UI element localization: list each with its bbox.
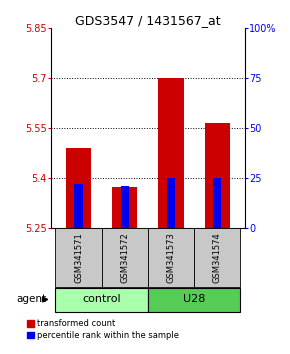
Bar (158, 78, 184, 228)
Bar (167, 178, 175, 228)
Bar (112, 187, 137, 228)
Bar (102, 228, 148, 287)
Text: GSM341572: GSM341572 (120, 232, 129, 283)
Bar (194, 228, 240, 287)
Bar (148, 288, 240, 312)
Bar (204, 123, 230, 228)
Text: U28: U28 (183, 295, 205, 304)
Bar (74, 184, 83, 228)
Bar (55, 228, 102, 287)
Legend: transformed count, percentile rank within the sample: transformed count, percentile rank withi… (27, 319, 180, 340)
Text: GSM341574: GSM341574 (213, 232, 222, 283)
Title: GDS3547 / 1431567_at: GDS3547 / 1431567_at (75, 14, 221, 27)
Bar (213, 178, 222, 228)
Bar (66, 148, 91, 228)
Text: agent: agent (17, 295, 47, 304)
Text: control: control (82, 295, 121, 304)
Text: GSM341573: GSM341573 (166, 232, 175, 283)
Bar (121, 186, 129, 228)
Text: GSM341571: GSM341571 (74, 232, 83, 283)
Bar (55, 288, 148, 312)
Bar (148, 228, 194, 287)
